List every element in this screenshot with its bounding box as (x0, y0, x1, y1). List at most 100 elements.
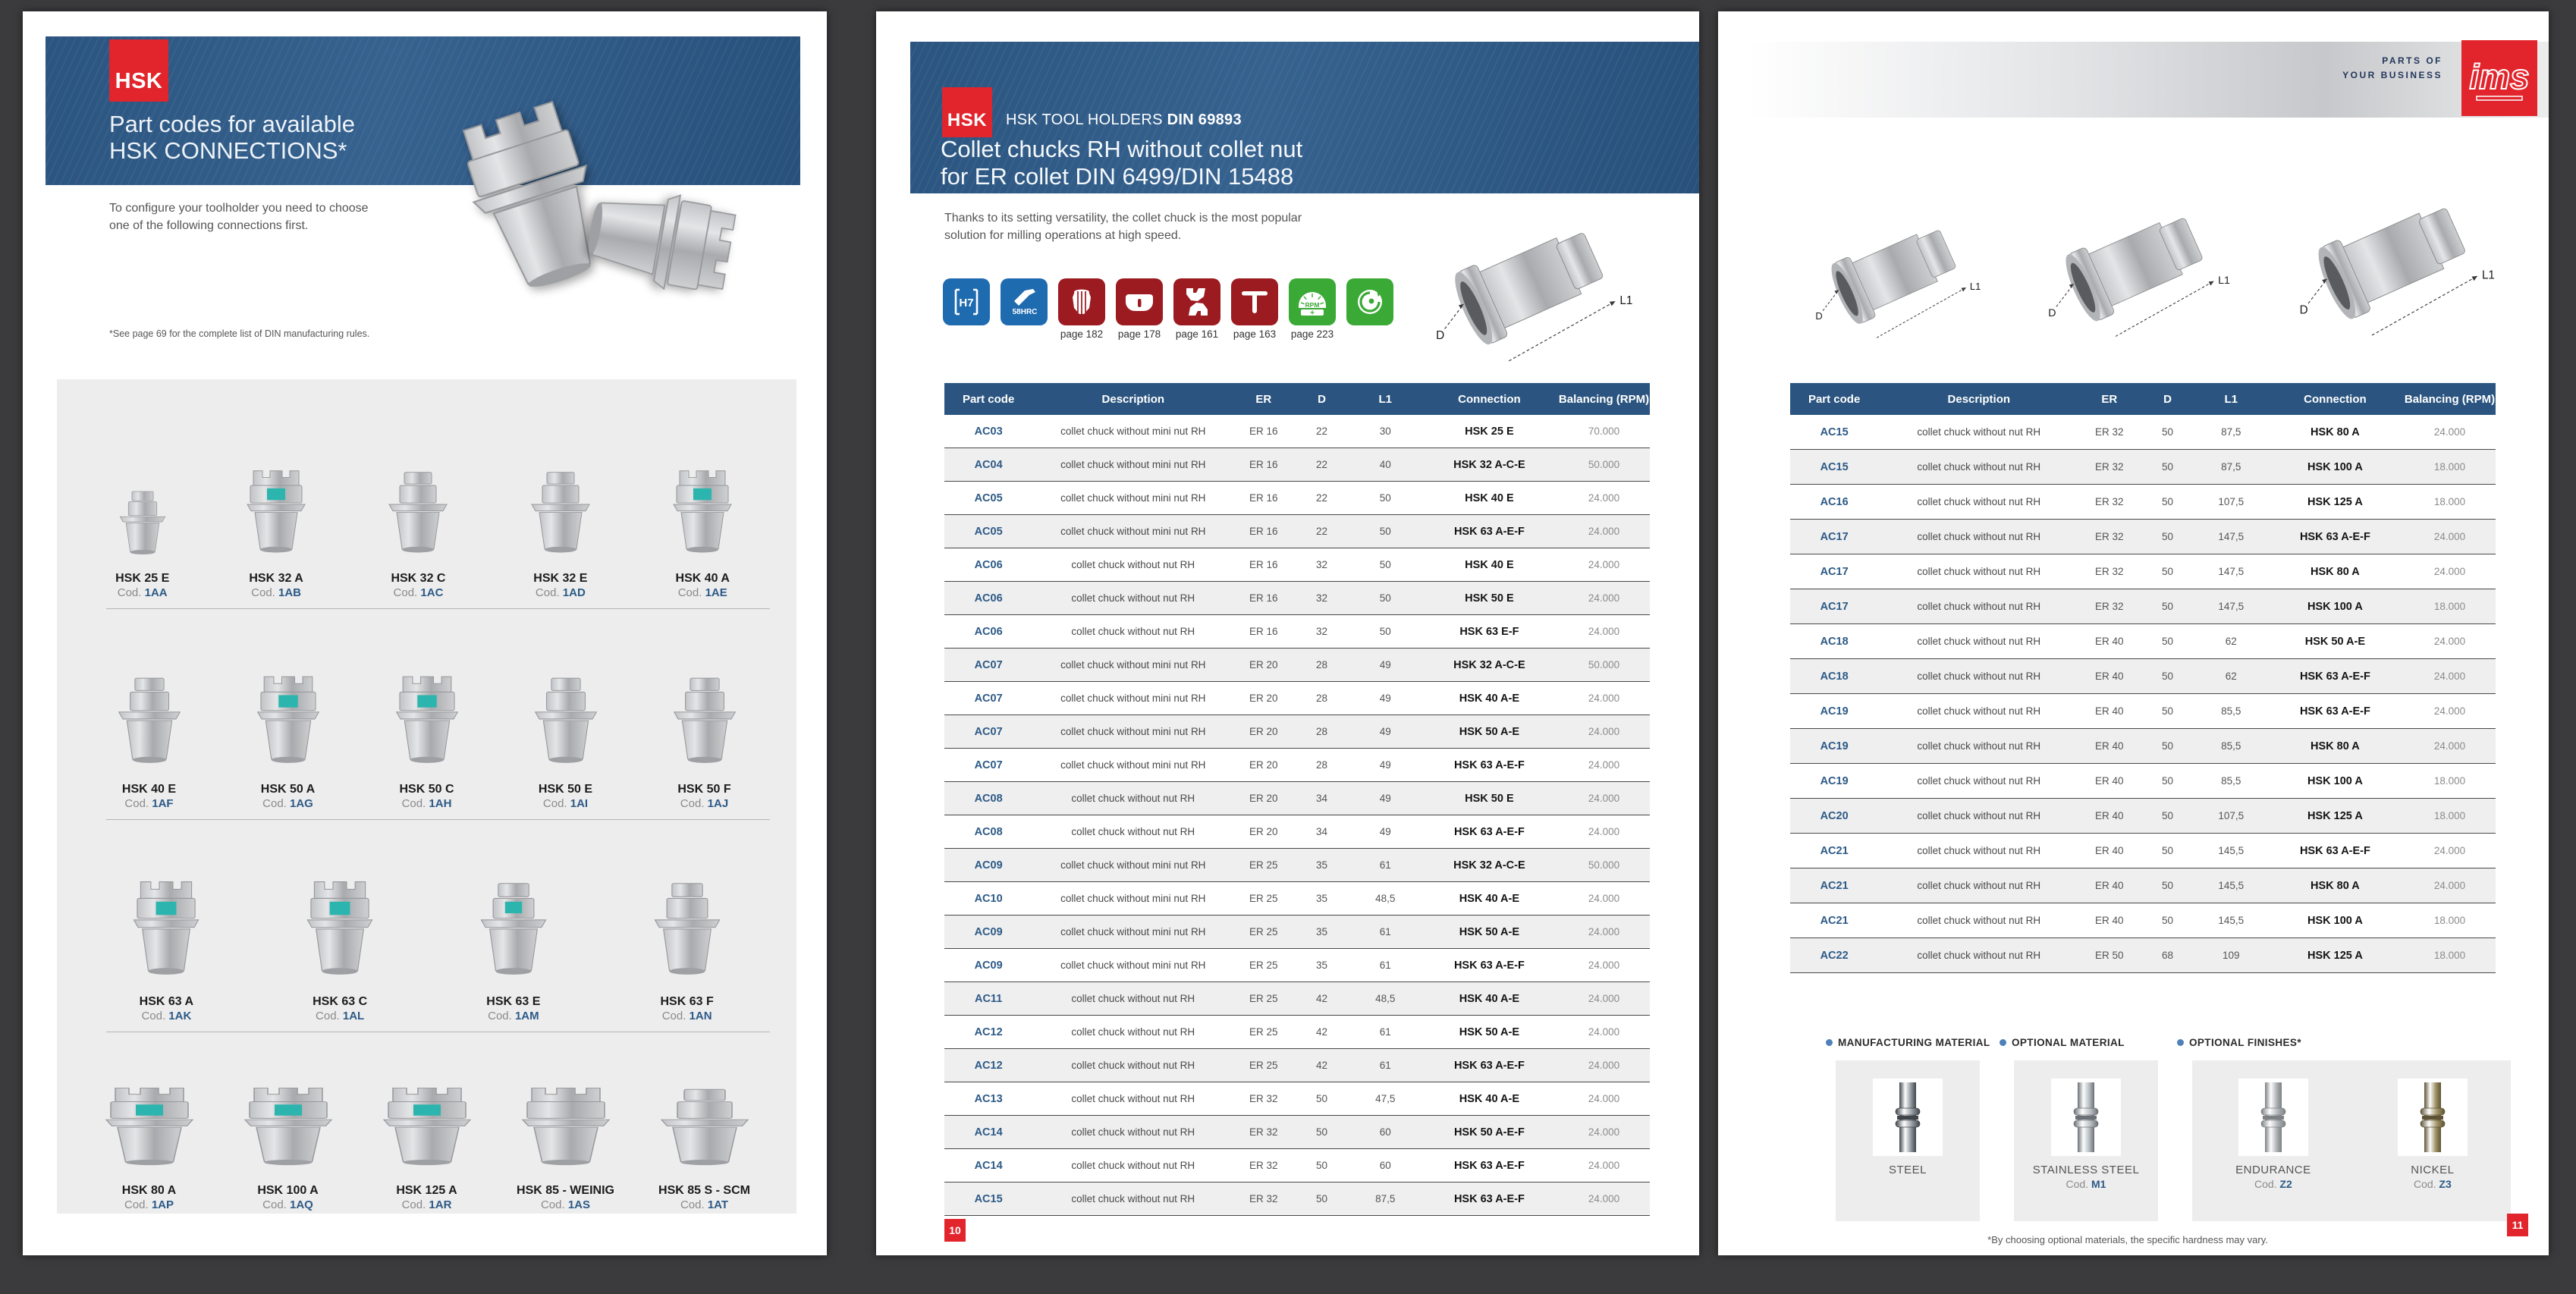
cod-value: M1 (2091, 1178, 2106, 1190)
cell-balancing-rpm: 24.000 (1588, 559, 1620, 570)
connection-name: HSK 32 C (391, 572, 446, 585)
toolholder-photo (436, 95, 755, 353)
ims-logo: ims (2461, 40, 2537, 116)
table-row: AC06 collet chuck without nut RH ER 16 32 50… (944, 582, 1650, 615)
cell-l1: 49 (1379, 693, 1391, 704)
footnote: *See page 69 for the complete list of DI… (109, 328, 370, 339)
cod-prefix: Cod. (141, 1010, 166, 1022)
cell-l1: 49 (1379, 726, 1391, 737)
table-row: AC12 collet chuck without nut RH ER 25 42 61… (944, 1049, 1650, 1082)
bullet-dot-icon (2177, 1039, 2184, 1046)
cell-balancing-rpm: 24.000 (2433, 531, 2466, 542)
cell-er: ER 32 (2095, 601, 2124, 612)
connection-name: HSK 63 C (313, 995, 368, 1008)
table-row: AC14 collet chuck without nut RH ER 32 50 60… (944, 1116, 1650, 1149)
cell-description: collet chuck without nut RH (1917, 636, 2041, 647)
cell-l1: 47,5 (1375, 1093, 1396, 1104)
cell-l1: 145,5 (2218, 880, 2245, 891)
cell-d: 42 (1316, 1060, 1328, 1071)
cell-balancing-rpm: 24.000 (2433, 636, 2466, 647)
table-row: AC19 collet chuck without nut RH ER 40 50 85… (1790, 694, 2496, 729)
table-row: AC17 collet chuck without nut RH ER 32 50 14… (1790, 520, 2496, 554)
cell-description: collet chuck without mini nut RH (1060, 492, 1206, 504)
connection-code: Cod. 1AR (402, 1198, 452, 1211)
cell-part-code: AC17 (1820, 600, 1849, 613)
cell-balancing-rpm: 24.000 (1588, 1126, 1620, 1138)
connection-item: HSK 63 A Cod. 1AK (124, 877, 209, 1022)
cell-connection: HSK 25 E (1465, 425, 1514, 438)
cell-er: ER 25 (1249, 1026, 1278, 1038)
cell-part-code: AC17 (1820, 565, 1849, 578)
cell-part-code: AC09 (974, 959, 1003, 972)
table-row: AC15 collet chuck without nut RH ER 32 50 87… (1790, 450, 2496, 485)
connection-name: HSK 85 - WEINIG (517, 1184, 614, 1197)
connections-panel: HSK 25 E Cod. 1AA HSK 32 A Cod. 1AB HSK 32… (57, 379, 796, 1214)
column-header-l1: L1 (1378, 392, 1392, 406)
tagline-line1: PARTS OF (2382, 55, 2442, 66)
cell-l1: 60 (1379, 1160, 1391, 1171)
svg-text:58HRC: 58HRC (1013, 308, 1038, 316)
row-divider (106, 819, 770, 820)
table-body: AC03 collet chuck without mini nut RH ER 1… (944, 415, 1650, 1216)
column-header-er: ER (2101, 392, 2118, 406)
toolholder-image (380, 466, 456, 565)
cod-prefix: Cod. (488, 1010, 512, 1022)
toolholder-image (109, 672, 190, 776)
cell-part-code: AC13 (974, 1092, 1003, 1105)
header-band-silver (1748, 42, 2549, 118)
table-row: AC08 collet chuck without nut RH ER 20 34 49… (944, 815, 1650, 849)
cell-er: ER 32 (1249, 1093, 1278, 1104)
cell-connection: HSK 32 A-C-E (1453, 458, 1525, 471)
cell-connection: HSK 100 A (2307, 460, 2363, 473)
cell-er: ER 20 (1249, 826, 1278, 837)
cod-value: 1AM (514, 1010, 539, 1022)
cell-connection: HSK 50 A-E (1459, 1025, 1520, 1038)
cell-description: collet chuck without nut RH (1917, 601, 2041, 612)
header-band: HSK HSK TOOL HOLDERS DIN 69893 Collet ch… (910, 42, 1699, 193)
cell-er: ER 40 (2095, 740, 2124, 752)
cell-l1: 147,5 (2218, 566, 2245, 577)
cod-value: 1AJ (707, 797, 729, 810)
cod-prefix: Cod. (542, 797, 567, 810)
table-row: AC03 collet chuck without mini nut RH ER 1… (944, 415, 1650, 448)
cell-er: ER 32 (2095, 531, 2124, 542)
connection-name: HSK 125 A (396, 1184, 457, 1197)
product-table: Part code Description ER D L1 Connection Balan… (1790, 383, 2496, 973)
table-row: AC19 collet chuck without nut RH ER 40 50 85… (1790, 729, 2496, 764)
cell-balancing-rpm: 24.000 (2433, 845, 2466, 856)
connection-code: Cod. 1AG (262, 797, 313, 810)
cell-balancing-rpm: 24.000 (1588, 592, 1620, 604)
cell-balancing-rpm: 24.000 (2433, 671, 2466, 682)
dimension-diagram: D L1 (2283, 163, 2507, 355)
svg-text:L1: L1 (1970, 281, 1981, 292)
cell-balancing-rpm: 24.000 (1588, 626, 1620, 637)
icon-page-ref: page 163 (1233, 328, 1277, 340)
cell-connection: HSK 40 A-E (1459, 992, 1520, 1005)
collet-icon-cell: page 182 (1058, 278, 1105, 340)
table-row: AC09 collet chuck without mini nut RH ER 2… (944, 949, 1650, 982)
connection-item: HSK 63 E Cod. 1AM (471, 877, 556, 1022)
row-divider (106, 608, 770, 609)
column-header-er: ER (1255, 392, 1272, 406)
connection-item: HSK 32 E Cod. 1AD (523, 466, 598, 599)
toolholder-image (297, 877, 382, 988)
connection-code: Cod. 1AB (251, 586, 301, 599)
cod-prefix: Cod. (262, 797, 287, 810)
cell-er: ER 16 (1249, 492, 1278, 504)
intro-text: Thanks to its setting versatility, the c… (944, 212, 1302, 242)
cell-l1: 147,5 (2218, 531, 2245, 542)
connection-name: HSK 40 E (121, 783, 177, 796)
cell-part-code: AC08 (974, 792, 1003, 805)
cell-l1: 48,5 (1375, 993, 1396, 1004)
connection-item: HSK 50 A Cod. 1AG (248, 672, 328, 810)
connection-name: HSK 50 A (260, 783, 316, 796)
cell-connection: HSK 63 A-E-F (1453, 959, 1525, 972)
cod-prefix: Cod. (124, 1198, 149, 1211)
cell-description: collet chuck without nut RH (1917, 461, 2041, 473)
table-row: AC18 collet chuck without nut RH ER 40 50 62… (1790, 659, 2496, 694)
cell-balancing-rpm: 24.000 (1588, 726, 1620, 737)
cell-connection: HSK 50 E (1465, 592, 1514, 605)
connection-code: Cod. 1AI (543, 797, 588, 810)
h7-icon: H7 (943, 278, 990, 325)
connection-item: HSK 50 E Cod. 1AI (526, 672, 606, 810)
